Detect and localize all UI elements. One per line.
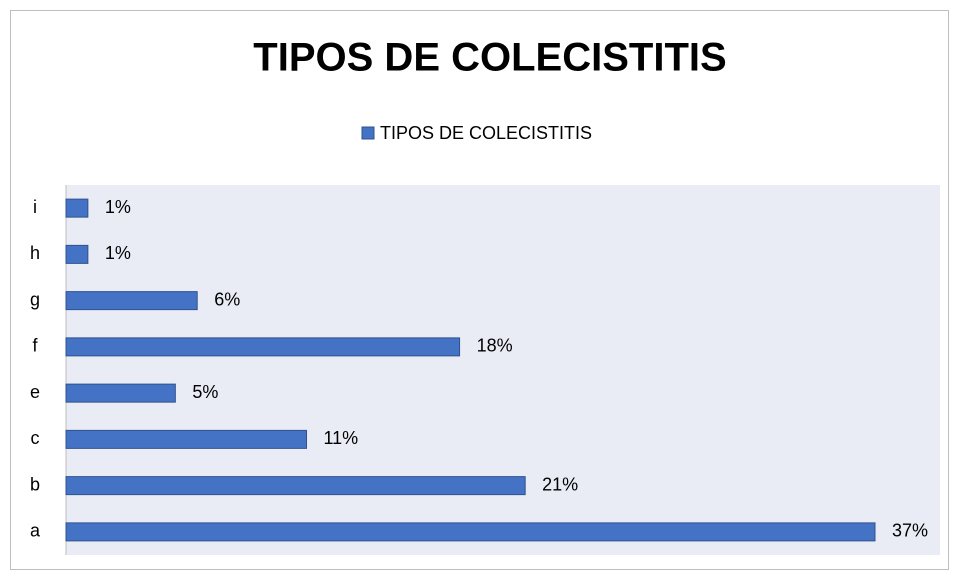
data-label: 37% (892, 521, 928, 541)
bar (65, 337, 461, 357)
bar (65, 291, 198, 311)
legend-swatch (361, 126, 375, 140)
bar (65, 198, 89, 218)
plot-area (66, 185, 940, 555)
chart-title: TIPOS DE COLECISTITIS (253, 36, 726, 80)
y-tick-label: h (30, 243, 40, 263)
bar (65, 522, 876, 542)
y-tick-label: g (30, 289, 40, 309)
data-label: 6% (214, 289, 240, 309)
bar (65, 476, 526, 496)
y-tick-label: a (30, 521, 41, 541)
data-label: 18% (477, 336, 513, 356)
data-label: 21% (542, 474, 578, 494)
data-label: 5% (192, 382, 218, 402)
y-tick-label: e (30, 382, 40, 402)
y-tick-label: i (33, 197, 37, 217)
bar (65, 383, 176, 403)
bar (65, 429, 308, 449)
y-tick-label: f (32, 336, 38, 356)
y-tick-label: b (30, 474, 40, 494)
data-label: 1% (105, 243, 131, 263)
y-tick-label: c (31, 428, 40, 448)
bar (65, 244, 89, 264)
legend-label: TIPOS DE COLECISTITIS (380, 123, 592, 143)
data-label: 11% (324, 428, 359, 448)
data-label: 1% (105, 197, 131, 217)
